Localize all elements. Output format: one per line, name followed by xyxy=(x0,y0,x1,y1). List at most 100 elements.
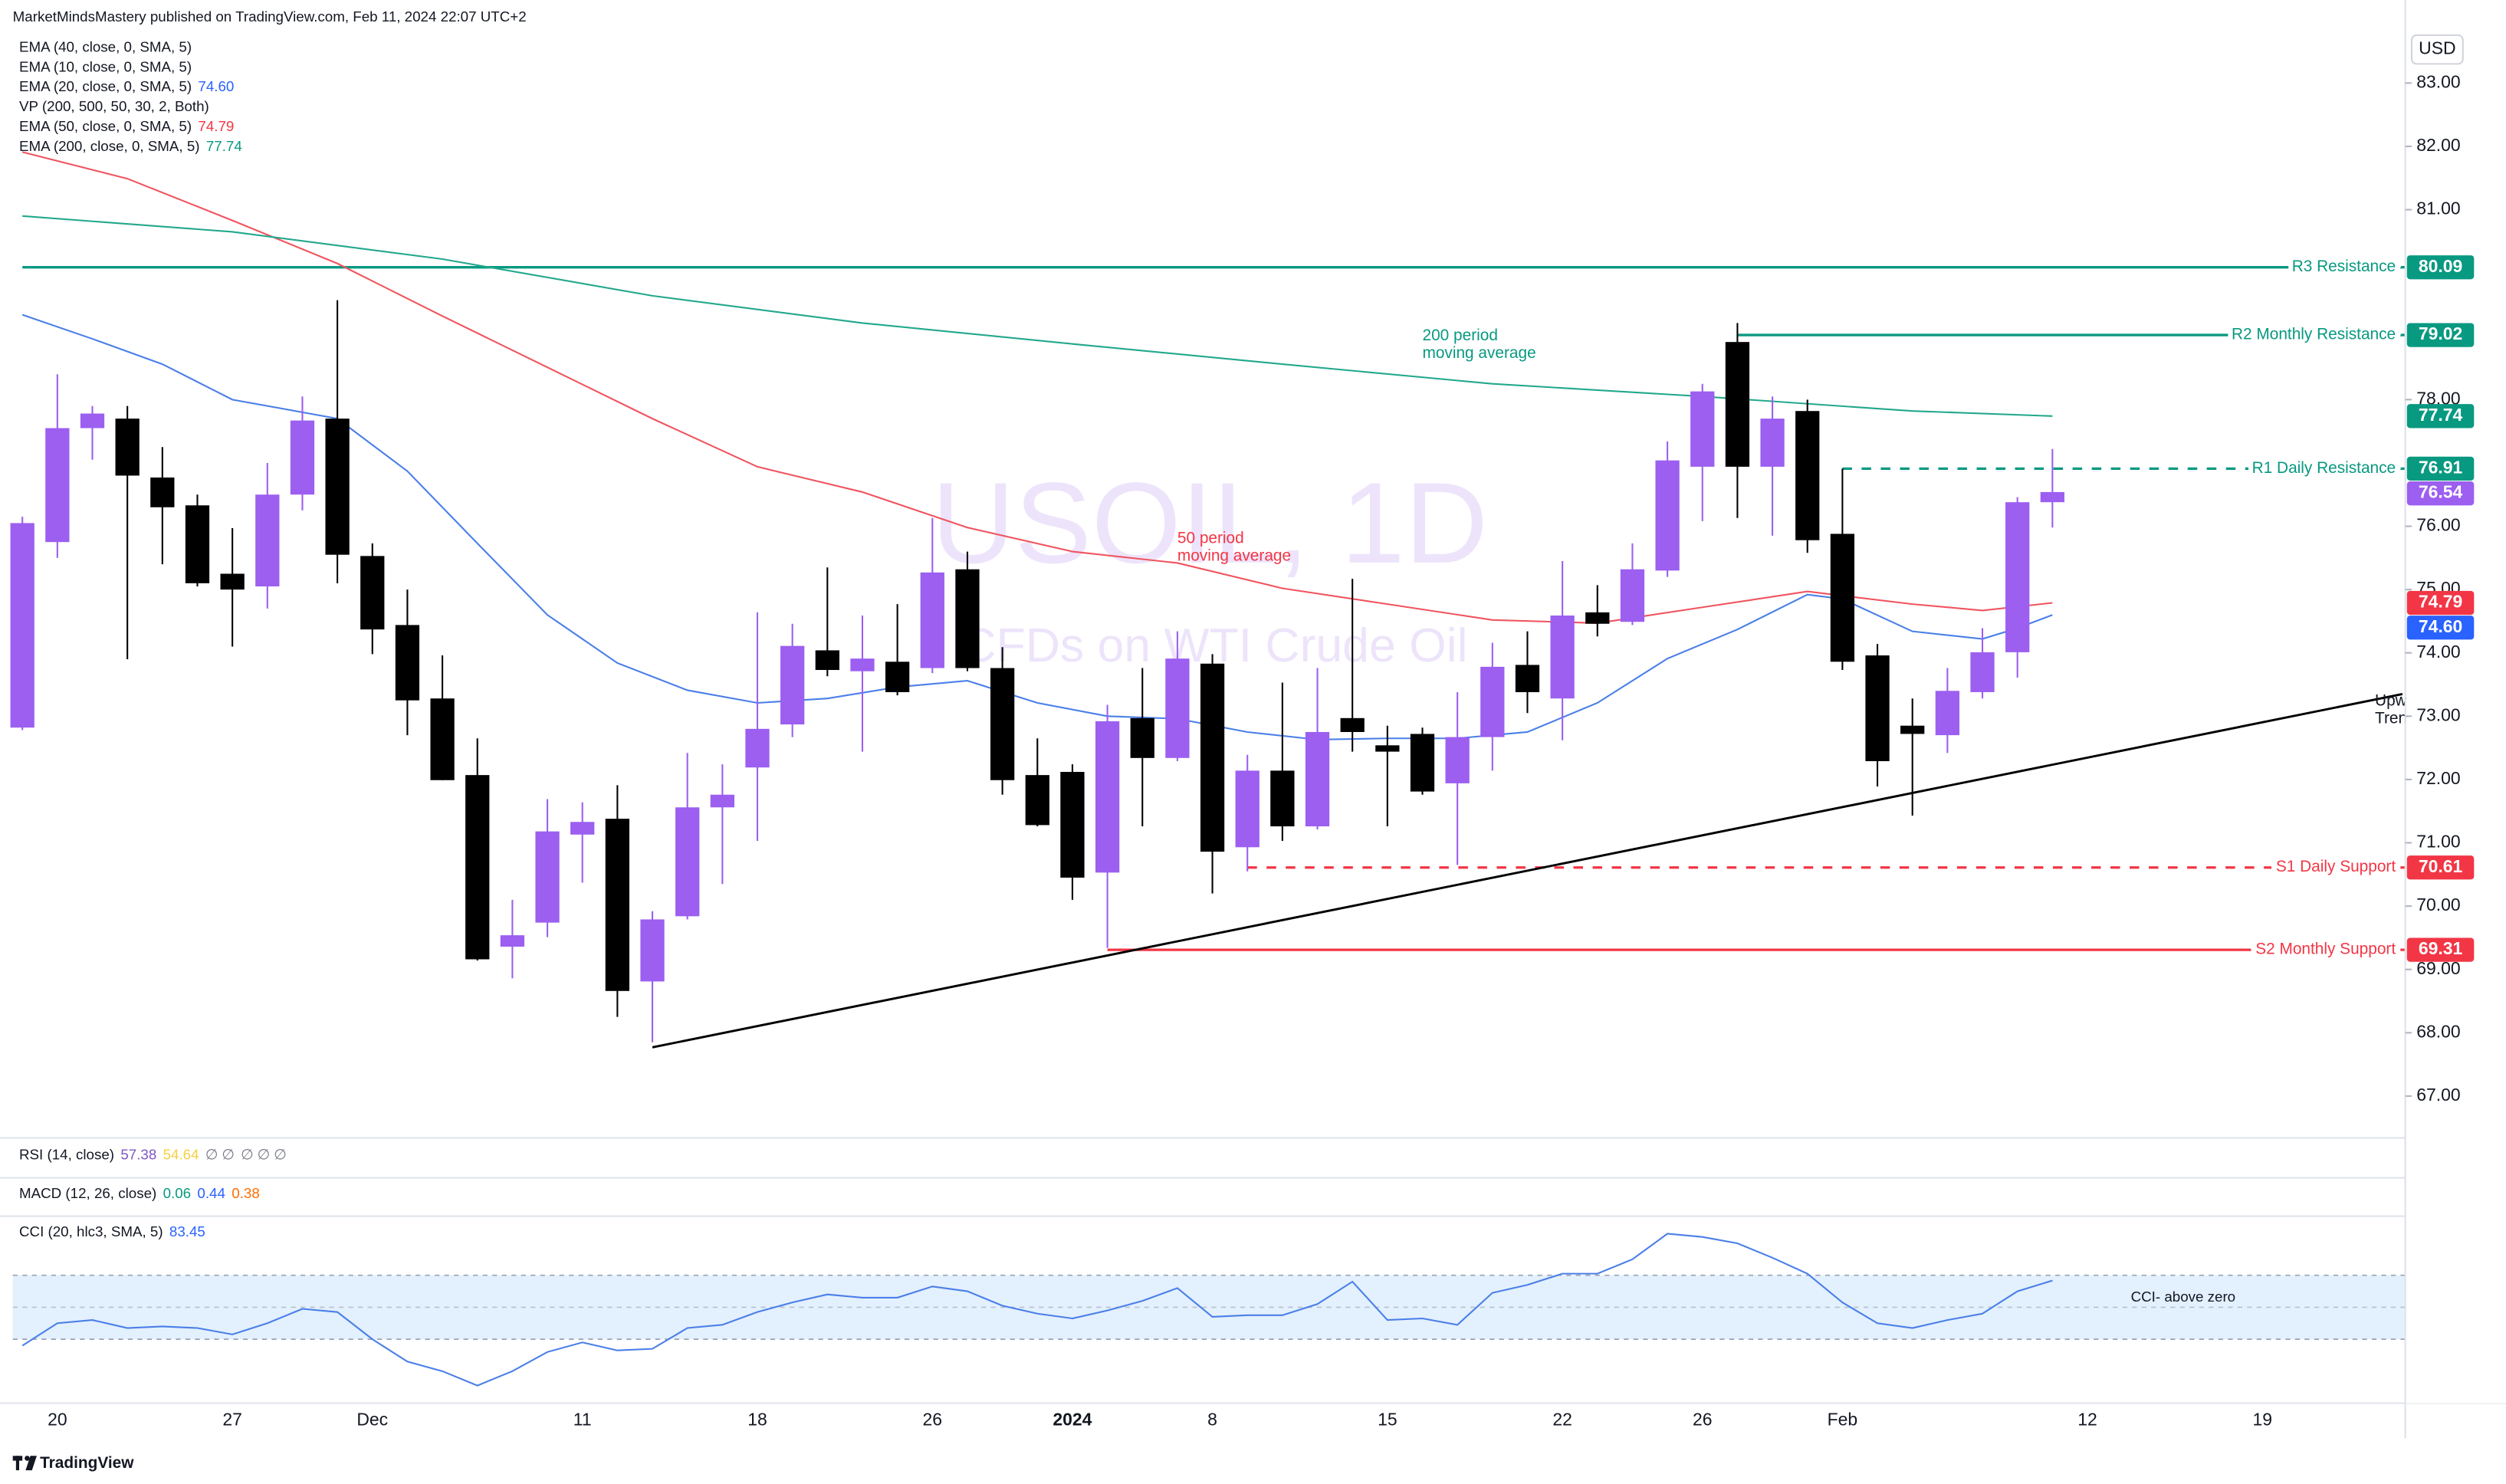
x-tick-label: 8 xyxy=(1207,1410,1217,1430)
y-tick-label: 67.00 xyxy=(2416,1085,2460,1105)
logo-mark xyxy=(25,1456,37,1471)
price-tag-label: 74.60 xyxy=(2419,616,2462,636)
trendline-label: Tren xyxy=(2375,710,2407,727)
candle-body xyxy=(430,698,455,780)
x-tick-label: 15 xyxy=(1378,1410,1397,1430)
candle-body xyxy=(815,650,839,671)
candle-body xyxy=(1480,666,1505,737)
price-tag xyxy=(2406,855,2475,880)
x-tick-label: Dec xyxy=(356,1410,388,1430)
annotation: moving average xyxy=(1177,547,1291,564)
moving-average xyxy=(21,151,2053,624)
y-tick-label: 74.00 xyxy=(2416,642,2460,662)
legend-entry: EMA (50, close, 0, SMA, 5) 74.79 xyxy=(19,118,234,134)
price-tag xyxy=(2406,481,2475,506)
legend-entry: CCI (20, hlc3, SMA, 5) 83.45 xyxy=(19,1223,205,1239)
legend-entry: EMA (10, close, 0, SMA, 5) xyxy=(19,58,192,74)
y-tick-label: 83.00 xyxy=(2416,71,2460,91)
candle-body xyxy=(1305,731,1330,827)
legend-part: 0.06 xyxy=(163,1185,191,1201)
x-tick-label: 27 xyxy=(222,1410,241,1430)
candle-body xyxy=(1410,734,1435,792)
y-tick-label: 72.00 xyxy=(2416,768,2460,788)
legend-entry: EMA (40, close, 0, SMA, 5) xyxy=(19,38,192,54)
price-tag-label: 70.61 xyxy=(2419,856,2463,876)
price-axis xyxy=(2406,0,2506,1404)
candle-body xyxy=(710,794,734,808)
price-tag xyxy=(2406,937,2475,962)
trendline xyxy=(652,692,2403,1049)
candle-body xyxy=(290,420,315,495)
candle-body xyxy=(745,728,770,768)
candle-body xyxy=(1865,655,1890,761)
x-tick-label: 26 xyxy=(923,1410,942,1430)
candle-body xyxy=(1585,612,1610,624)
legend-part: VP (200, 500, 50, 30, 2, Both) xyxy=(19,98,209,114)
legend-entry: EMA (200, close, 0, SMA, 5) 77.74 xyxy=(19,138,242,154)
candle-body xyxy=(675,807,700,917)
legend-part: ∅ ∅ xyxy=(205,1146,235,1162)
legend-part: EMA (40, close, 0, SMA, 5) xyxy=(19,38,192,54)
y-tick-label: 71.00 xyxy=(2416,832,2460,852)
candle-body xyxy=(395,625,420,701)
legend-part: CCI (20, hlc3, SMA, 5) xyxy=(19,1223,163,1239)
candle-body xyxy=(1935,691,1959,736)
candle-body xyxy=(2040,491,2064,503)
level-label: S2 Monthly Support xyxy=(2255,941,2396,958)
candle-body xyxy=(1340,717,1365,732)
cci-annotation: CCI- above zero xyxy=(2131,1289,2236,1305)
level-label: R2 Monthly Resistance xyxy=(2232,326,2396,343)
logo-mark xyxy=(15,1456,20,1471)
candle-body xyxy=(1025,775,1049,826)
candle-body xyxy=(1200,663,1225,852)
header: MarketMindsMastery published on TradingV… xyxy=(13,8,527,25)
legend-part: RSI (14, close) xyxy=(19,1146,114,1162)
candle-body xyxy=(255,494,280,587)
x-tick-label: Feb xyxy=(1828,1410,1857,1430)
y-tick-label: 73.00 xyxy=(2416,704,2460,724)
legend-part: 74.60 xyxy=(198,78,234,94)
candle-body xyxy=(325,419,350,555)
currency: USD xyxy=(2419,38,2455,58)
annotation: 200 period xyxy=(1422,327,1497,344)
candle-body xyxy=(990,668,1015,780)
x-tick-label: 19 xyxy=(2253,1410,2273,1430)
y-tick-label: 68.00 xyxy=(2416,1021,2460,1041)
candle-body xyxy=(535,831,560,923)
price-tag xyxy=(2406,404,2475,428)
y-tick-label: 81.00 xyxy=(2416,199,2460,218)
x-tick-label: 20 xyxy=(48,1410,67,1430)
candle-body xyxy=(1725,342,1750,467)
legend-part: EMA (20, close, 0, SMA, 5) xyxy=(19,78,192,94)
price-tag xyxy=(2406,456,2475,481)
candle-body xyxy=(1690,391,1715,467)
level-label: S1 Daily Support xyxy=(2276,858,2396,875)
x-tick-label: 22 xyxy=(1552,1410,1572,1430)
candle-body xyxy=(1655,460,1680,571)
candle-body xyxy=(850,658,875,671)
price-tag-label: 76.54 xyxy=(2419,482,2463,502)
y-tick-label: 82.00 xyxy=(2416,135,2460,155)
legend-part: EMA (200, close, 0, SMA, 5) xyxy=(19,138,200,154)
x-tick-label: 18 xyxy=(747,1410,767,1430)
candle-body xyxy=(465,775,490,960)
cci-band xyxy=(12,1275,2406,1340)
level-label: R1 Daily Resistance xyxy=(2252,459,2396,477)
candle-body xyxy=(1515,665,1540,692)
candle-body xyxy=(780,645,805,725)
candle-body xyxy=(570,822,595,835)
candle-body xyxy=(80,413,105,428)
candle-body xyxy=(1060,772,1085,878)
footer: TradingView xyxy=(40,1454,134,1472)
candle-body xyxy=(185,505,210,583)
candle-body xyxy=(605,819,630,991)
candle-body xyxy=(885,662,910,692)
candle-body xyxy=(115,419,140,476)
price-tag-label: 76.91 xyxy=(2419,457,2463,477)
legend-part: 74.79 xyxy=(198,118,234,134)
x-tick-label: 2024 xyxy=(1053,1410,1092,1430)
y-tick-label: 76.00 xyxy=(2416,515,2460,535)
y-tick-label: 70.00 xyxy=(2416,895,2460,914)
legend-part: 57.38 xyxy=(120,1146,156,1162)
